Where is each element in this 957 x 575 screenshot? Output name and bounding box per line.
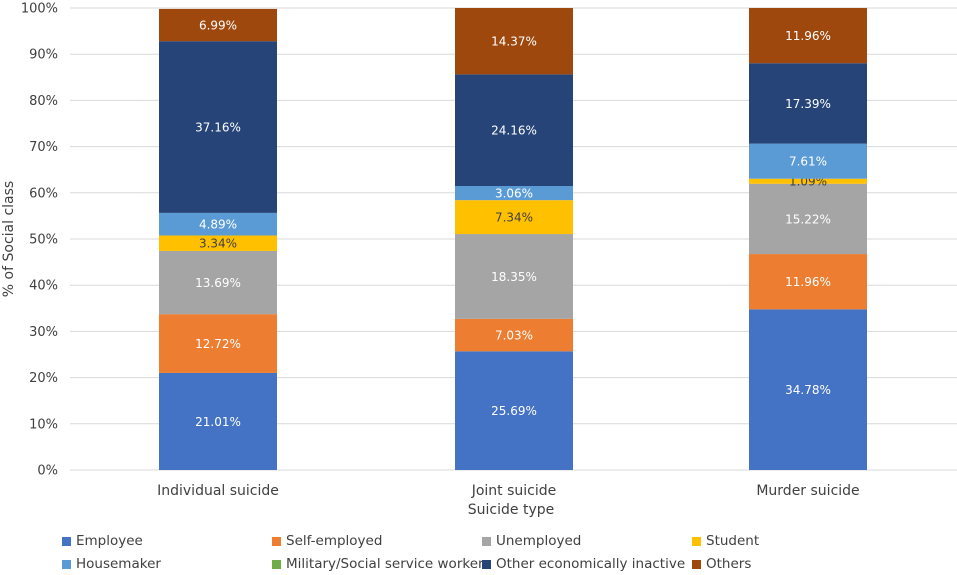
y-tick-label: 40% xyxy=(29,279,58,294)
data-label: 18.35% xyxy=(491,270,537,284)
data-label: 11.96% xyxy=(785,29,831,43)
legend-item: Unemployed xyxy=(482,533,581,549)
legend-item: Others xyxy=(692,556,751,572)
legend-swatch xyxy=(272,559,281,569)
legend-item: Student xyxy=(692,533,759,549)
bar-segment xyxy=(455,8,573,75)
data-label: 34.78% xyxy=(785,383,831,397)
data-label: 13.69% xyxy=(195,276,241,290)
y-tick-label: 50% xyxy=(29,233,58,248)
data-label: 12.72% xyxy=(195,337,241,351)
bars: 21.01% 12.72% 13.69% 3.34% 4.89% 37.16% 6.99% 2… xyxy=(159,7,867,470)
data-label: 25.69% xyxy=(491,404,537,418)
data-label: 15.22% xyxy=(785,212,831,226)
data-label: 3.06% xyxy=(495,187,533,201)
bar-segment xyxy=(749,178,867,184)
legend-label: Employee xyxy=(76,533,143,549)
legend-swatch xyxy=(482,536,491,546)
data-label: 3.34% xyxy=(199,237,237,251)
bar-segment xyxy=(749,309,867,470)
legend-label: Self-employed xyxy=(286,533,383,549)
x-category-label: Individual suicide xyxy=(157,483,279,499)
data-label: 11.96% xyxy=(785,275,831,289)
legend-swatch xyxy=(692,559,701,569)
y-tick-label: 100% xyxy=(21,2,58,17)
y-tick-label: 10% xyxy=(29,417,58,432)
legend-item: Military/Social service worker xyxy=(272,556,484,572)
legend-label: Student xyxy=(706,533,760,549)
data-label: 24.16% xyxy=(491,124,537,138)
bar-segment xyxy=(159,372,277,470)
data-label: 7.61% xyxy=(789,155,827,169)
legend-swatch xyxy=(62,536,71,546)
legend-swatch xyxy=(482,559,491,569)
bar-segment xyxy=(455,351,573,470)
bar-segment xyxy=(159,314,277,373)
y-tick-label: 20% xyxy=(29,371,58,386)
x-category-label: Murder suicide xyxy=(756,483,859,499)
bar-segment xyxy=(455,186,573,201)
y-tick-label: 80% xyxy=(29,94,58,109)
y-tick-label: 30% xyxy=(29,325,58,340)
legend-item: Self-employed xyxy=(272,533,382,549)
bar-segment xyxy=(455,200,573,235)
bar-segment xyxy=(749,254,867,310)
bar-segment xyxy=(159,250,277,315)
data-label: 4.89% xyxy=(199,218,237,232)
legend-label: Others xyxy=(706,556,752,572)
data-label: 37.16% xyxy=(195,121,241,135)
data-label: 7.03% xyxy=(495,329,533,343)
data-label: 7.34% xyxy=(495,211,533,225)
y-axis-title: % of Social class xyxy=(1,181,17,297)
bar-segment xyxy=(455,318,573,352)
y-tick-label: 70% xyxy=(29,140,58,155)
y-tick-label: 0% xyxy=(37,464,58,479)
y-tick-label: 60% xyxy=(29,186,58,201)
legend-label: Military/Social service worker xyxy=(286,556,484,572)
data-label: 6.99% xyxy=(199,19,237,33)
bar-segment xyxy=(749,63,867,144)
legend-swatch xyxy=(272,536,281,546)
bar-segment xyxy=(455,74,573,187)
y-axis-ticks: 0% 10% 20% 30% 40% 50% 60% 70% 80% 90% 100% xyxy=(21,2,58,479)
y-tick-label: 90% xyxy=(29,48,58,63)
bar-segment xyxy=(455,234,573,319)
legend-label: Other economically inactive xyxy=(496,556,686,572)
bar-segment xyxy=(159,8,277,42)
data-label: 21.01% xyxy=(195,415,241,429)
x-axis-categories: Individual suicide Joint suicide Murder su… xyxy=(157,483,860,499)
bar-segment xyxy=(749,183,867,255)
bar-segment xyxy=(159,212,277,236)
data-label: 14.37% xyxy=(491,35,537,49)
x-axis-title: Suicide type xyxy=(468,502,554,518)
legend-label: Housemaker xyxy=(76,556,161,572)
legend-item: Housemaker xyxy=(62,556,161,572)
bar-segment xyxy=(749,143,867,179)
legend-swatch xyxy=(692,536,701,546)
data-label: 17.39% xyxy=(785,97,831,111)
bar-segment xyxy=(749,7,867,64)
legend-item: Other economically inactive xyxy=(482,556,685,572)
legend-item: Employee xyxy=(62,533,143,549)
bar-segment xyxy=(159,41,277,213)
x-category-label: Joint suicide xyxy=(471,483,557,499)
bar-segment xyxy=(159,235,277,251)
legend-swatch xyxy=(62,559,71,569)
legend-label: Unemployed xyxy=(496,533,582,549)
